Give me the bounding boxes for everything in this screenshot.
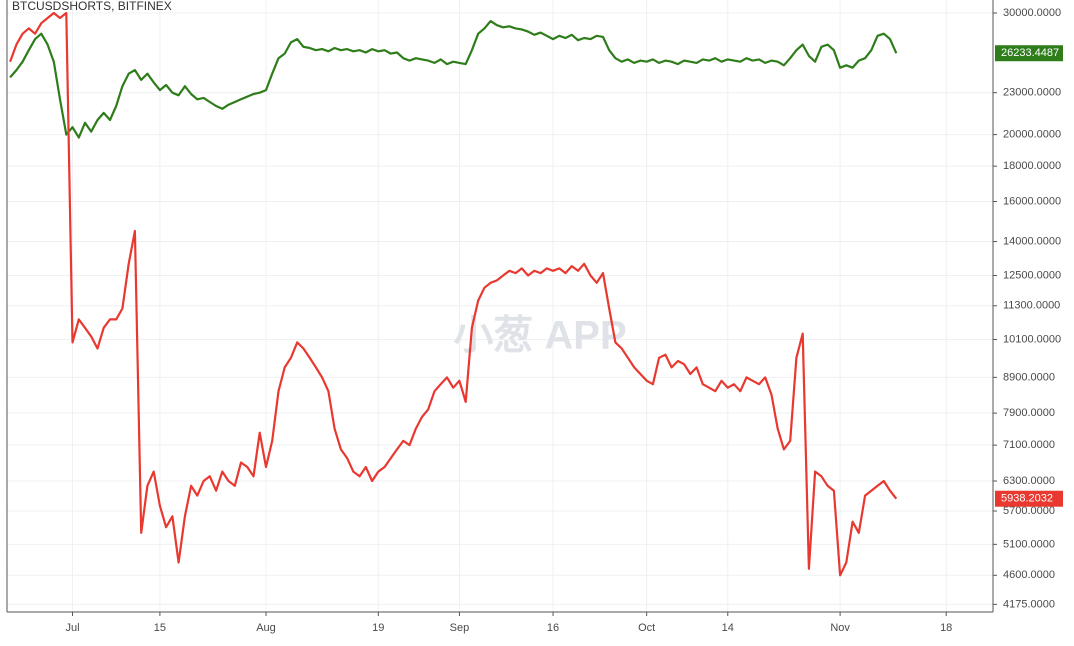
last-value-tag bbox=[995, 45, 1063, 62]
last-value-tag bbox=[995, 490, 1063, 507]
x-tick-label: 16 bbox=[547, 622, 559, 634]
x-tick-label: 18 bbox=[940, 622, 952, 634]
y-tick-label: 6300.0000 bbox=[1003, 475, 1055, 487]
last-value-label: 5938.2032 bbox=[1001, 493, 1053, 505]
y-tick-label: 4175.0000 bbox=[1003, 598, 1055, 610]
x-tick-label: 15 bbox=[154, 622, 166, 634]
chart-title: BTCUSDSHORTS, BITFINEX bbox=[12, 0, 172, 13]
x-tick-label: 19 bbox=[372, 622, 384, 634]
y-tick-label: 16000.0000 bbox=[1003, 195, 1061, 207]
x-tick-label: 14 bbox=[722, 622, 734, 634]
y-tick-label: 7900.0000 bbox=[1003, 407, 1055, 419]
y-tick-label: 11300.0000 bbox=[1003, 300, 1060, 312]
y-tick-label: 7100.0000 bbox=[1003, 439, 1055, 451]
x-tick-label: Jul bbox=[65, 622, 79, 634]
series-line bbox=[9, 11, 898, 577]
y-tick-label: 23000.0000 bbox=[1003, 87, 1061, 99]
y-tick-label: 4600.0000 bbox=[1003, 569, 1055, 581]
y-tick-label: 12500.0000 bbox=[1003, 269, 1061, 281]
y-tick-label: 8900.0000 bbox=[1003, 371, 1055, 383]
y-tick-label: 20000.0000 bbox=[1003, 128, 1061, 140]
y-tick-label: 10100.0000 bbox=[1003, 333, 1061, 345]
grid bbox=[7, 0, 993, 612]
watermark: 小葱 APP bbox=[453, 314, 626, 358]
y-tick-label: 14000.0000 bbox=[1003, 235, 1061, 247]
x-tick-label: Sep bbox=[450, 622, 470, 634]
series-line bbox=[9, 20, 898, 139]
x-tick-label: Oct bbox=[638, 622, 655, 634]
y-tick-label: 30000.0000 bbox=[1003, 7, 1061, 19]
last-value-label: 26233.4487 bbox=[1001, 47, 1059, 59]
y-tick-label: 5700.0000 bbox=[1003, 505, 1055, 517]
y-tick-label: 18000.0000 bbox=[1003, 160, 1061, 172]
x-tick-label: Nov bbox=[830, 622, 850, 634]
x-tick-label: Aug bbox=[256, 622, 276, 634]
y-tick-label: 5100.0000 bbox=[1003, 538, 1055, 550]
